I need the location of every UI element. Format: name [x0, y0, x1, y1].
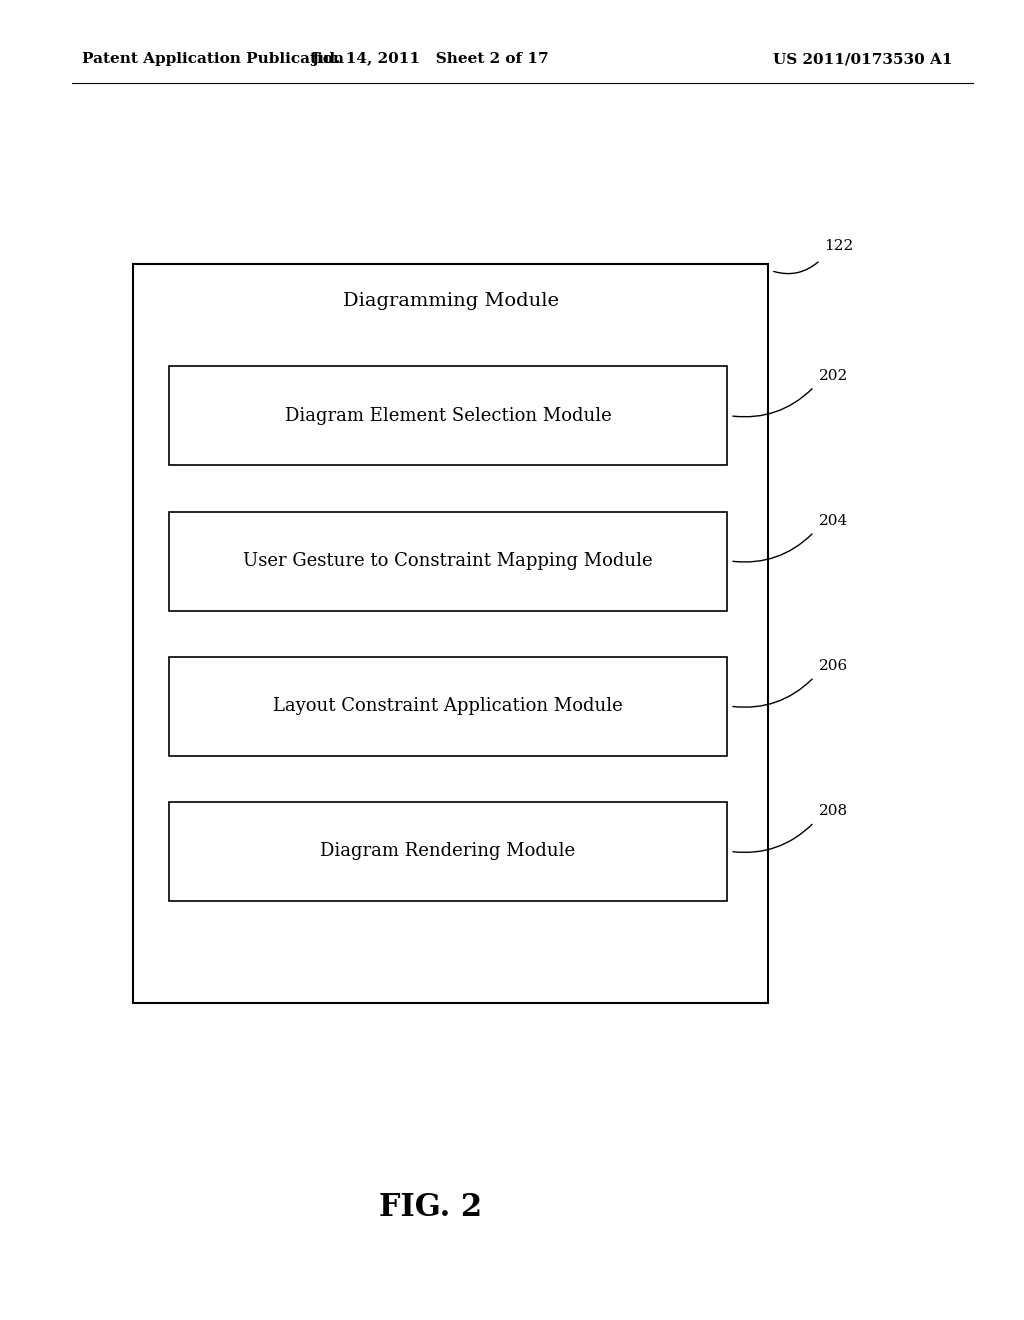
Text: 122: 122	[824, 239, 854, 253]
Text: Jul. 14, 2011   Sheet 2 of 17: Jul. 14, 2011 Sheet 2 of 17	[311, 53, 549, 66]
FancyBboxPatch shape	[169, 366, 727, 465]
FancyBboxPatch shape	[169, 512, 727, 610]
FancyBboxPatch shape	[169, 801, 727, 900]
Text: 202: 202	[819, 368, 849, 383]
Text: Patent Application Publication: Patent Application Publication	[82, 53, 344, 66]
Text: Layout Constraint Application Module: Layout Constraint Application Module	[273, 697, 623, 715]
Text: User Gesture to Constraint Mapping Module: User Gesture to Constraint Mapping Modul…	[243, 552, 653, 570]
FancyBboxPatch shape	[169, 656, 727, 755]
Text: Diagramming Module: Diagramming Module	[343, 292, 558, 310]
Text: FIG. 2: FIG. 2	[379, 1192, 481, 1224]
Text: Diagram Rendering Module: Diagram Rendering Module	[321, 842, 575, 861]
Text: Diagram Element Selection Module: Diagram Element Selection Module	[285, 407, 611, 425]
Text: 206: 206	[819, 659, 849, 673]
Text: 208: 208	[819, 804, 848, 818]
Text: 204: 204	[819, 513, 849, 528]
FancyBboxPatch shape	[133, 264, 768, 1003]
Text: US 2011/0173530 A1: US 2011/0173530 A1	[773, 53, 952, 66]
